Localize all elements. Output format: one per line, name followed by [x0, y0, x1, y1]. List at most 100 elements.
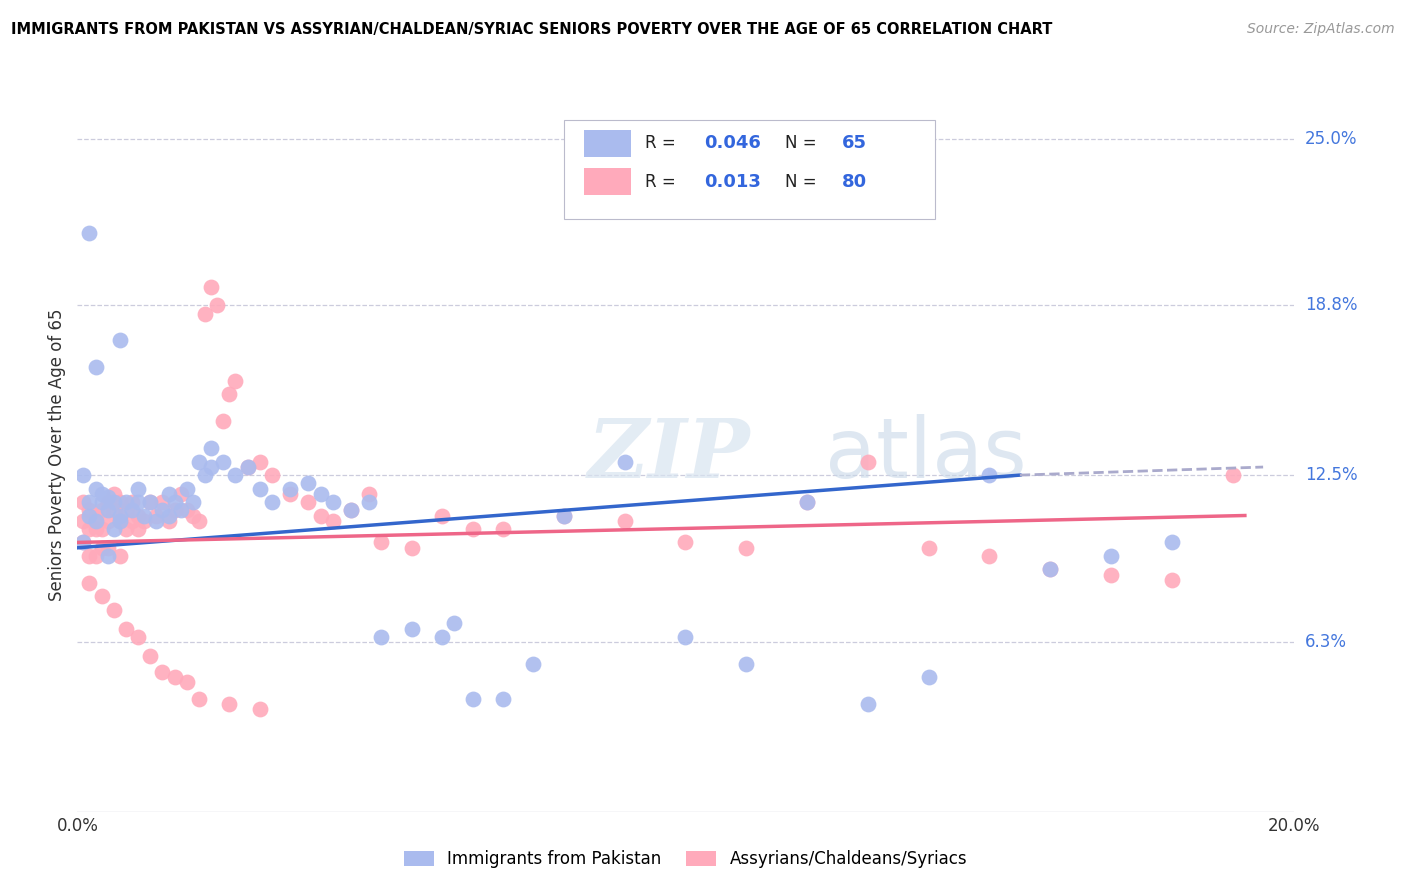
Point [430, 508, 453, 523]
Point [188, 455, 211, 469]
Point [134, 514, 156, 528]
Point [170, 503, 193, 517]
Point [90, 522, 112, 536]
Point [278, 482, 301, 496]
Point [613, 455, 636, 469]
Point [443, 616, 465, 631]
Point [218, 387, 240, 401]
Point [613, 514, 636, 528]
Point [145, 508, 167, 523]
Point [108, 549, 131, 563]
Point [796, 495, 818, 509]
Text: N =: N = [785, 173, 823, 191]
Point [401, 622, 423, 636]
FancyBboxPatch shape [585, 129, 631, 157]
Text: 12.5%: 12.5% [1305, 467, 1357, 484]
Point [97, 514, 120, 528]
Point [260, 468, 283, 483]
Point [90, 495, 112, 509]
Point [72, 468, 94, 483]
Point [152, 495, 174, 509]
Text: atlas: atlas [825, 415, 1026, 495]
FancyBboxPatch shape [585, 168, 631, 195]
Point [309, 508, 332, 523]
Point [103, 495, 125, 509]
Point [79, 575, 101, 590]
Text: 18.8%: 18.8% [1305, 296, 1357, 315]
Point [181, 495, 204, 509]
Point [359, 495, 381, 509]
Point [979, 549, 1001, 563]
Point [370, 630, 392, 644]
Point [1039, 562, 1062, 576]
Point [553, 508, 575, 523]
Point [163, 495, 186, 509]
Text: 0.013: 0.013 [703, 173, 761, 191]
Point [218, 697, 240, 711]
Point [127, 482, 149, 496]
Point [103, 503, 125, 517]
Point [278, 487, 301, 501]
Point [1099, 549, 1122, 563]
Point [249, 482, 271, 496]
Point [370, 535, 392, 549]
FancyBboxPatch shape [564, 120, 935, 219]
Point [134, 508, 156, 523]
Point [103, 522, 125, 536]
Point [152, 665, 174, 679]
Point [84, 549, 107, 563]
Point [675, 630, 697, 644]
Point [90, 503, 112, 517]
Point [84, 514, 107, 528]
Point [79, 226, 101, 240]
Point [97, 490, 120, 504]
Point [492, 691, 515, 706]
Point [430, 630, 453, 644]
Point [72, 535, 94, 549]
Point [108, 508, 131, 523]
Point [212, 414, 235, 428]
Point [1039, 562, 1062, 576]
Point [108, 514, 131, 528]
Point [121, 503, 143, 517]
Point [194, 468, 217, 483]
Point [163, 670, 186, 684]
Point [553, 508, 575, 523]
Point [103, 603, 125, 617]
Point [1161, 573, 1184, 587]
Legend: Immigrants from Pakistan, Assyrians/Chaldeans/Syriacs: Immigrants from Pakistan, Assyrians/Chal… [396, 844, 974, 875]
Point [249, 455, 271, 469]
Point [115, 503, 138, 517]
Text: 80: 80 [842, 173, 868, 191]
Point [1222, 468, 1244, 483]
Point [121, 514, 143, 528]
Point [918, 670, 941, 684]
Point [340, 503, 363, 517]
Point [157, 487, 180, 501]
Point [205, 298, 228, 312]
Point [97, 495, 120, 509]
Point [157, 508, 180, 523]
Point [84, 522, 107, 536]
Point [194, 307, 217, 321]
Point [522, 657, 544, 671]
Point [72, 535, 94, 549]
Point [176, 675, 198, 690]
Text: IMMIGRANTS FROM PAKISTAN VS ASSYRIAN/CHALDEAN/SYRIAC SENIORS POVERTY OVER THE AG: IMMIGRANTS FROM PAKISTAN VS ASSYRIAN/CHA… [11, 22, 1053, 37]
Point [176, 482, 198, 496]
Text: 0.046: 0.046 [703, 134, 761, 152]
Point [1099, 567, 1122, 582]
Point [163, 503, 186, 517]
Point [79, 522, 101, 536]
Point [675, 535, 697, 549]
Text: 65: 65 [842, 134, 868, 152]
Point [236, 460, 259, 475]
Point [735, 541, 758, 555]
Point [1161, 535, 1184, 549]
Point [297, 495, 319, 509]
Point [79, 549, 101, 563]
Point [152, 503, 174, 517]
Point [461, 691, 484, 706]
Point [170, 487, 193, 501]
Y-axis label: Seniors Poverty Over the Age of 65: Seniors Poverty Over the Age of 65 [48, 309, 66, 601]
